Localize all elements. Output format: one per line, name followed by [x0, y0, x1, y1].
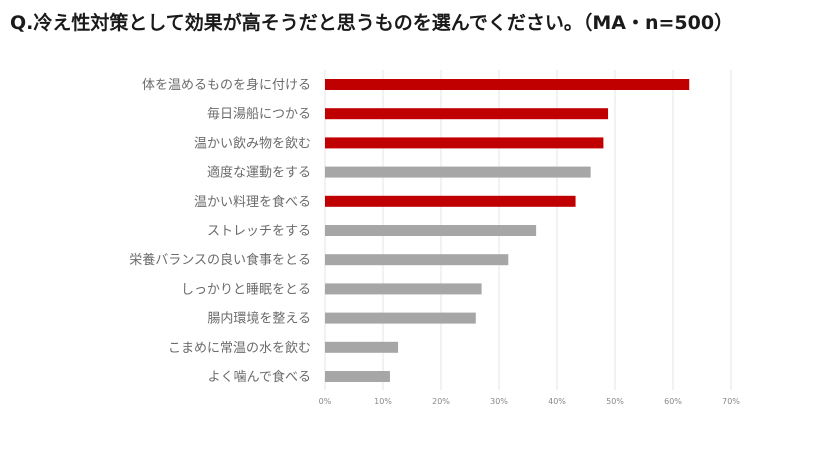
- category-label: 温かい料理を食べる: [194, 194, 311, 210]
- bar: [325, 108, 609, 120]
- bar: [325, 283, 482, 295]
- category-label: 温かい飲み物を飲む: [194, 135, 311, 151]
- x-axis-tick-labels: 0% 10% 20% 30% 40% 50% 60% 70%: [319, 397, 741, 406]
- bars: [325, 79, 690, 382]
- category-label: こまめに常温の水を飲む: [168, 340, 311, 356]
- bar: [325, 225, 537, 236]
- x-tick-label: 40%: [548, 397, 566, 406]
- bar: [325, 254, 509, 266]
- x-tick-label: 20%: [432, 397, 450, 406]
- x-tick-label: 30%: [490, 397, 508, 406]
- bar: [325, 312, 476, 324]
- x-tick-label: 50%: [606, 397, 624, 406]
- bar: [325, 137, 604, 149]
- bar: [325, 195, 576, 207]
- bar: [325, 371, 390, 382]
- x-tick-label: 60%: [664, 397, 682, 406]
- category-label: 毎日湯船につかる: [207, 106, 311, 122]
- category-label: よく噛んで食べる: [208, 369, 311, 385]
- bar: [325, 166, 591, 178]
- category-label: ストレッチをする: [207, 224, 311, 239]
- category-labels: 体を温めるものを身に付ける毎日湯船につかる温かい飲み物を飲む適度な運動をする温か…: [129, 77, 311, 385]
- x-tick-label: 0%: [319, 397, 332, 406]
- category-label: 栄養バランスの良い食事をとる: [129, 252, 311, 268]
- x-tick-label: 70%: [722, 397, 740, 406]
- category-label: 腸内環境を整える: [207, 311, 311, 327]
- category-label: 適度な運動をする: [207, 165, 311, 181]
- category-label: しっかりと睡眠をとる: [181, 282, 311, 297]
- category-label: 体を温めるものを身に付ける: [142, 77, 311, 93]
- bar: [325, 79, 690, 90]
- bar: [325, 341, 399, 353]
- chart-title: Q.冷え性対策として効果が高そうだと思うものを選んでください。（MA・n=500…: [10, 12, 734, 34]
- x-tick-label: 10%: [374, 397, 392, 406]
